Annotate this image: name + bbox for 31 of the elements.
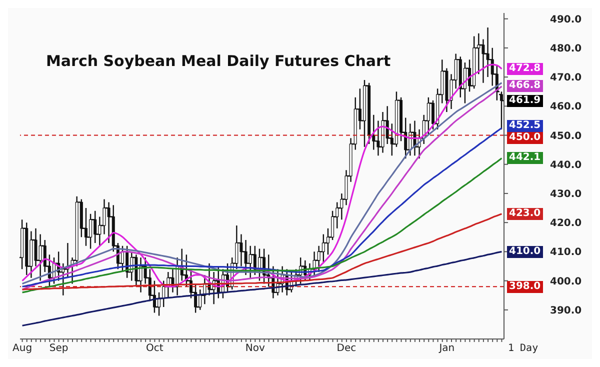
data-label: 442.1 <box>507 152 543 164</box>
data-label: 410.0 <box>507 246 543 258</box>
y-tick-label: 440.0 <box>550 160 582 171</box>
text: March Soybean Meal Daily Futures Chart <box>46 52 391 70</box>
line-series <box>21 127 503 288</box>
ref-line-label: 450.0 <box>507 132 543 144</box>
annotation: 461.9 <box>507 94 543 107</box>
ref-line-label: 398.0 <box>507 280 543 293</box>
y-tick-label: 450.0 <box>550 130 582 142</box>
y-tick-label: 410.0 <box>550 247 582 258</box>
y-tick-label: 430.0 <box>550 189 582 200</box>
y-tick-label: 480.0 <box>550 43 582 54</box>
line-series <box>21 250 503 326</box>
x-tick-label: Oct <box>146 343 164 354</box>
x-tick-label: Nov <box>245 343 265 354</box>
y-tick-label: 390.0 <box>550 305 582 316</box>
data-label: 472.8 <box>507 62 543 75</box>
y-tick-label: 420.0 <box>550 218 582 230</box>
x-tick-label: Aug <box>12 343 32 354</box>
x-tick-label: Sep <box>49 343 68 354</box>
x-tick-label: Dec <box>336 343 356 354</box>
y-tick-label: 470.0 <box>550 72 582 84</box>
data-label: 466.8 <box>507 80 543 92</box>
data-label: 452.5 <box>507 120 543 132</box>
y-tick-label: 490.0 <box>550 14 582 26</box>
y-tick-label: 460.0 <box>550 102 582 113</box>
line-series <box>21 157 503 294</box>
text: 1 Day <box>508 343 538 354</box>
y-tick-label: 400.0 <box>550 276 582 288</box>
data-label: 423.0 <box>507 208 543 220</box>
x-tick-label: Jan <box>438 343 455 354</box>
